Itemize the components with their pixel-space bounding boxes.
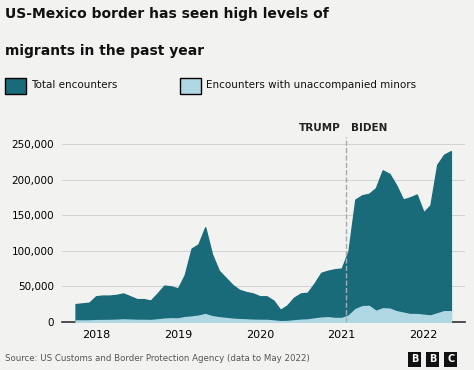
Text: Total encounters: Total encounters bbox=[31, 80, 117, 90]
Text: BIDEN: BIDEN bbox=[350, 123, 387, 133]
Text: migrants in the past year: migrants in the past year bbox=[5, 44, 204, 58]
Text: Source: US Customs and Border Protection Agency (data to May 2022): Source: US Customs and Border Protection… bbox=[5, 354, 310, 363]
Text: Encounters with unaccompanied minors: Encounters with unaccompanied minors bbox=[206, 80, 416, 90]
Text: B: B bbox=[411, 354, 419, 364]
Text: C: C bbox=[447, 354, 455, 364]
Text: US-Mexico border has seen high levels of: US-Mexico border has seen high levels of bbox=[5, 7, 328, 21]
Text: B: B bbox=[429, 354, 437, 364]
Text: TRUMP: TRUMP bbox=[299, 123, 341, 133]
